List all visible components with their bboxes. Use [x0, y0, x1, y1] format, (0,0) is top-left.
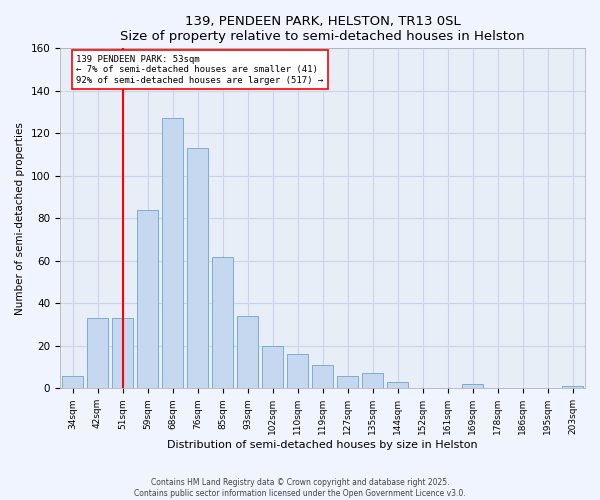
- Bar: [562, 386, 583, 388]
- X-axis label: Distribution of semi-detached houses by size in Helston: Distribution of semi-detached houses by …: [167, 440, 478, 450]
- Bar: [287, 354, 308, 388]
- Bar: [362, 374, 383, 388]
- Text: Contains HM Land Registry data © Crown copyright and database right 2025.
Contai: Contains HM Land Registry data © Crown c…: [134, 478, 466, 498]
- Bar: [387, 382, 408, 388]
- Bar: [262, 346, 283, 389]
- Title: 139, PENDEEN PARK, HELSTON, TR13 0SL
Size of property relative to semi-detached : 139, PENDEEN PARK, HELSTON, TR13 0SL Siz…: [120, 15, 525, 43]
- Bar: [462, 384, 483, 388]
- Bar: [237, 316, 258, 388]
- Bar: [187, 148, 208, 388]
- Bar: [137, 210, 158, 388]
- Bar: [112, 318, 133, 388]
- Bar: [162, 118, 183, 388]
- Bar: [87, 318, 108, 388]
- Bar: [212, 256, 233, 388]
- Bar: [312, 365, 333, 388]
- Bar: [62, 376, 83, 388]
- Bar: [337, 376, 358, 388]
- Y-axis label: Number of semi-detached properties: Number of semi-detached properties: [15, 122, 25, 315]
- Text: 139 PENDEEN PARK: 53sqm
← 7% of semi-detached houses are smaller (41)
92% of sem: 139 PENDEEN PARK: 53sqm ← 7% of semi-det…: [76, 54, 323, 84]
